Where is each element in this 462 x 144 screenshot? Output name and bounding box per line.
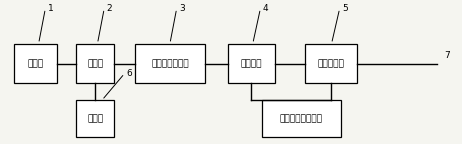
Text: 5: 5 xyxy=(342,4,348,13)
Text: 2: 2 xyxy=(106,4,112,13)
Bar xyxy=(304,44,357,83)
Text: 多功耗芯片传感器: 多功耗芯片传感器 xyxy=(280,114,322,123)
Bar xyxy=(261,100,341,137)
Bar xyxy=(228,44,275,83)
Text: 微型天线: 微型天线 xyxy=(241,59,262,68)
Bar xyxy=(76,100,115,137)
Text: 1: 1 xyxy=(48,4,54,13)
Text: 计算机: 计算机 xyxy=(27,59,43,68)
Bar xyxy=(14,44,57,83)
Bar xyxy=(135,44,205,83)
Text: 4: 4 xyxy=(263,4,268,13)
Text: 高压带电体: 高压带电体 xyxy=(317,59,344,68)
Text: 数据库: 数据库 xyxy=(87,114,103,123)
Text: 3: 3 xyxy=(179,4,185,13)
Bar xyxy=(76,44,115,83)
Text: 6: 6 xyxy=(127,69,133,78)
Text: 无线电收发装置: 无线电收发装置 xyxy=(151,59,188,68)
Text: 局域网: 局域网 xyxy=(87,59,103,68)
Text: 7: 7 xyxy=(444,51,450,60)
